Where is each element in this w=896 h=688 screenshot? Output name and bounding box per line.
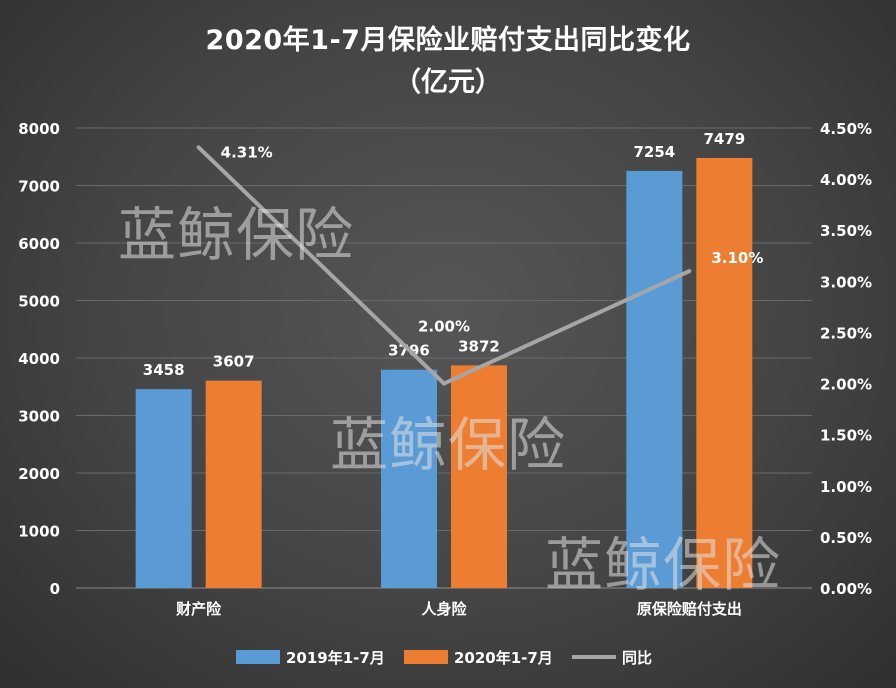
- legend-label: 同比: [622, 649, 652, 667]
- bar-2020: [451, 365, 507, 588]
- bar-value-label: 7254: [633, 143, 675, 161]
- yoy-label: 3.10%: [711, 249, 763, 267]
- y-tick-label: 1000: [18, 523, 60, 541]
- y2-tick-label: 3.00%: [820, 273, 872, 291]
- chart-title: 2020年1-7月保险业赔付支出同比变化: [205, 25, 691, 56]
- y-tick-label: 8000: [18, 120, 60, 138]
- y2-tick-label: 2.50%: [820, 324, 872, 342]
- y2-tick-label: 3.50%: [820, 222, 872, 240]
- y-tick-label: 3000: [18, 408, 60, 426]
- yoy-label: 4.31%: [221, 143, 273, 161]
- bar-2020: [696, 157, 753, 588]
- yoy-point: [196, 145, 201, 150]
- bar-value-label: 3458: [143, 361, 185, 379]
- y-tick-label: 5000: [18, 293, 60, 311]
- y-tick-label: 7000: [18, 178, 60, 196]
- y-tick-label: 0: [50, 580, 60, 598]
- legend-swatch: [404, 650, 448, 664]
- legend-swatch: [236, 650, 280, 664]
- yoy-label: 2.00%: [418, 318, 470, 336]
- y2-tick-label: 4.00%: [820, 171, 872, 189]
- y2-tick-label: 1.00%: [820, 478, 872, 496]
- legend-label: 2020年1-7月: [454, 649, 553, 667]
- x-tick-label: 财产险: [176, 600, 222, 618]
- bar-2019: [626, 170, 683, 588]
- y-tick-label: 2000: [18, 465, 60, 483]
- y-tick-label: 4000: [18, 350, 60, 368]
- bar-value-label: 7479: [703, 130, 745, 148]
- x-tick-label: 人身险: [421, 600, 467, 618]
- x-tick-label: 原保险赔付支出: [637, 600, 742, 618]
- bar-2020: [205, 380, 262, 588]
- bar-value-label: 3872: [458, 337, 500, 355]
- y2-tick-label: 0.00%: [820, 580, 872, 598]
- yoy-point: [687, 269, 692, 274]
- bar-2019: [381, 369, 437, 588]
- y2-tick-label: 2.00%: [820, 376, 872, 394]
- watermark: 蓝鲸保险: [545, 531, 782, 599]
- bar-2019: [135, 389, 192, 588]
- yoy-point: [442, 381, 446, 386]
- bar-value-label: 3607: [213, 353, 255, 371]
- y2-tick-label: 4.50%: [820, 120, 872, 138]
- legend-label: 2019年1-7月: [286, 649, 385, 667]
- y2-tick-label: 0.50%: [820, 529, 872, 547]
- watermark: 蓝鲸保险: [118, 201, 355, 269]
- y2-tick-label: 1.50%: [820, 427, 872, 445]
- y-tick-label: 6000: [18, 235, 60, 253]
- watermark: 蓝鲸保险: [330, 411, 567, 479]
- chart-subtitle: （亿元）: [394, 67, 502, 98]
